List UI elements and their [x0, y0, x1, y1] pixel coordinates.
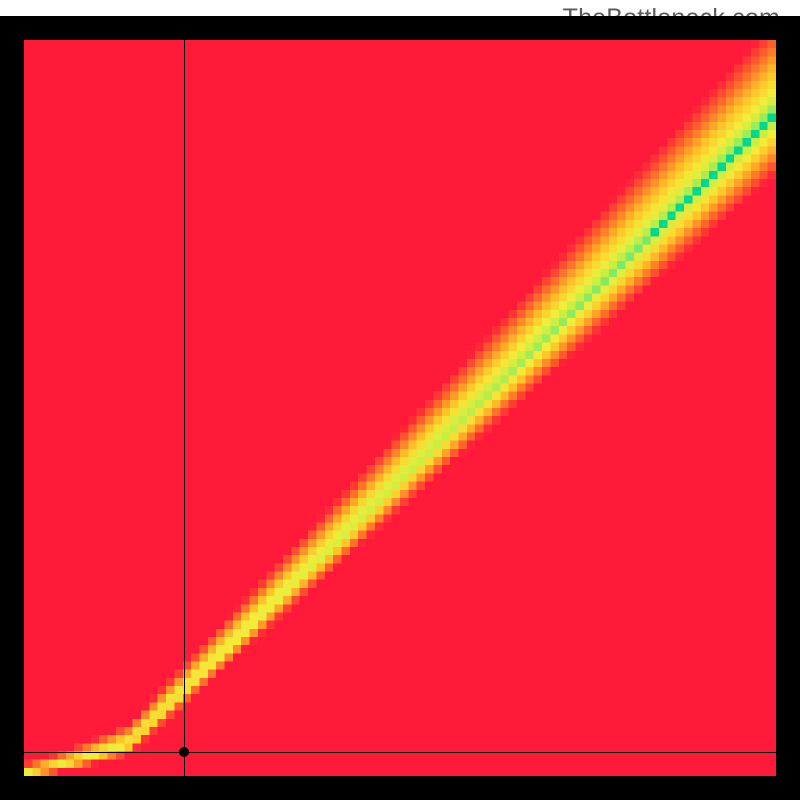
crosshair-horizontal [24, 752, 776, 753]
crosshair-vertical [184, 40, 185, 776]
plot-frame-top [0, 16, 800, 40]
crosshair-dot [179, 747, 189, 757]
plot-frame-bottom [0, 776, 800, 800]
plot-frame-right [776, 16, 800, 800]
bottleneck-heatmap [24, 40, 776, 776]
plot-frame-left [0, 16, 24, 800]
page-root: { "attribution": { "text": "TheBottlenec… [0, 0, 800, 800]
